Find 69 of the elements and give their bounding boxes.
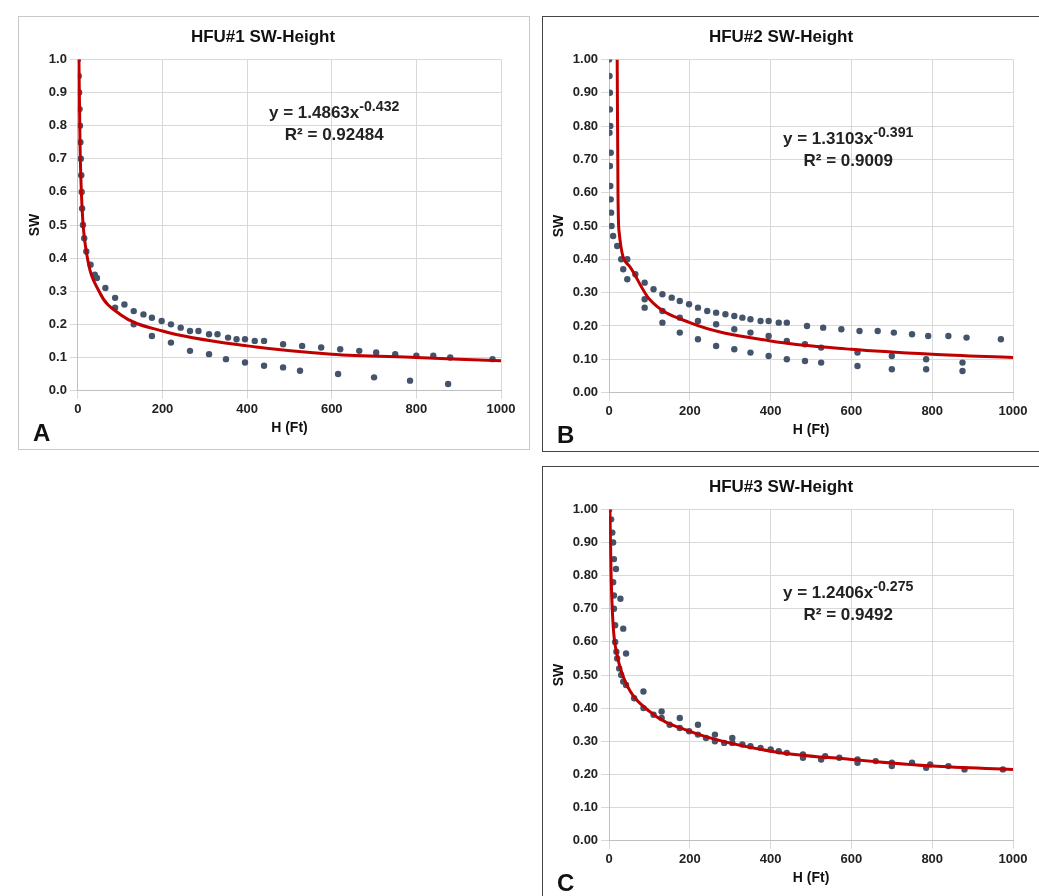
y-tick-label: 0.40 — [572, 250, 599, 266]
x-tick-label: 0 — [605, 402, 613, 418]
y-tick-label: 0.00 — [572, 832, 599, 848]
annotation: y = 1.4863x$^{-0.432}$ — [269, 97, 400, 124]
chart-title: HFU#2 SW-Height — [708, 26, 854, 46]
x-tick-label: 0 — [74, 400, 82, 416]
chart-title: HFU#1 SW-Height — [190, 26, 336, 46]
y-tick-label: 0.60 — [572, 633, 599, 649]
y-tick-label: 0.20 — [572, 765, 599, 781]
y-tick-label: 0.9 — [48, 84, 67, 100]
x-tick-label: 200 — [151, 400, 174, 416]
y-tick-label: 0.20 — [572, 317, 599, 333]
x-axis-title: H (Ft) — [792, 421, 830, 438]
x-axis-title: H (Ft) — [271, 419, 308, 436]
y-tick-label: 0.30 — [572, 284, 599, 300]
annotation: y = 1.2406x$^{-0.275}$ — [783, 577, 914, 604]
y-tick-label: 0.50 — [572, 666, 599, 682]
x-tick-label: 800 — [921, 850, 944, 866]
y-tick-label: 0.4 — [48, 249, 68, 265]
y-axis-title: SW — [550, 662, 567, 687]
y-tick-label: 0.00 — [572, 384, 599, 400]
y-tick-label: 0.2 — [48, 315, 67, 331]
y-tick-label: 0.80 — [572, 117, 599, 133]
y-tick-label: 1.00 — [572, 50, 599, 66]
y-tick-label: 0.5 — [48, 216, 67, 232]
y-tick-label: 0.10 — [572, 350, 599, 366]
x-tick-label: 200 — [679, 402, 701, 418]
y-tick-label: 0.70 — [572, 600, 599, 616]
y-tick-label: 0.8 — [48, 117, 67, 133]
x-tick-label: 1000 — [486, 400, 516, 416]
x-tick-label: 400 — [759, 850, 782, 866]
y-tick-label: 0.50 — [572, 217, 599, 233]
chart-title: HFU#3 SW-Height — [708, 476, 854, 496]
y-tick-label: 0.70 — [572, 150, 599, 166]
y-tick-label: 0.3 — [48, 282, 67, 298]
y-tick-label: 0.1 — [48, 349, 67, 365]
annotation: R² = 0.92484 — [283, 123, 385, 146]
x-tick-label: 200 — [679, 850, 701, 866]
x-tick-label: 400 — [759, 402, 782, 418]
y-tick-label: 0.40 — [572, 699, 599, 715]
text: A — [33, 419, 51, 447]
annotation: R² = 0.9009 — [802, 149, 894, 172]
y-tick-label: 0.10 — [572, 799, 599, 815]
x-tick-label: 1000 — [998, 402, 1028, 418]
y-tick-label: 0.60 — [572, 184, 599, 200]
y-tick-label: 0.7 — [48, 150, 67, 166]
x-tick-label: 600 — [840, 402, 863, 418]
x-tick-label: 800 — [405, 400, 428, 416]
annotation: R² = 0.9492 — [802, 603, 894, 626]
y-axis-title: SW — [550, 213, 567, 238]
y-tick-label: 0.90 — [572, 84, 599, 100]
x-tick-label: 0 — [605, 850, 613, 866]
y-tick-label: 1.00 — [572, 500, 599, 516]
y-tick-label: 0.0 — [48, 382, 67, 398]
y-tick-label: 0.6 — [48, 183, 67, 199]
y-axis-title: SW — [26, 212, 43, 237]
x-tick-label: 600 — [840, 850, 863, 866]
x-axis-title: H (Ft) — [792, 869, 830, 886]
text: C — [557, 869, 575, 896]
x-tick-label: 600 — [320, 400, 343, 416]
text: B — [557, 421, 575, 449]
annotation: y = 1.3103x$^{-0.391}$ — [783, 123, 914, 150]
y-tick-label: 0.90 — [572, 534, 599, 550]
y-tick-label: 0.30 — [572, 732, 599, 748]
x-tick-label: 1000 — [998, 850, 1028, 866]
x-tick-label: 400 — [236, 400, 258, 416]
y-tick-label: 0.80 — [572, 567, 599, 583]
y-tick-label: 1.0 — [48, 50, 67, 66]
x-tick-label: 800 — [921, 402, 944, 418]
